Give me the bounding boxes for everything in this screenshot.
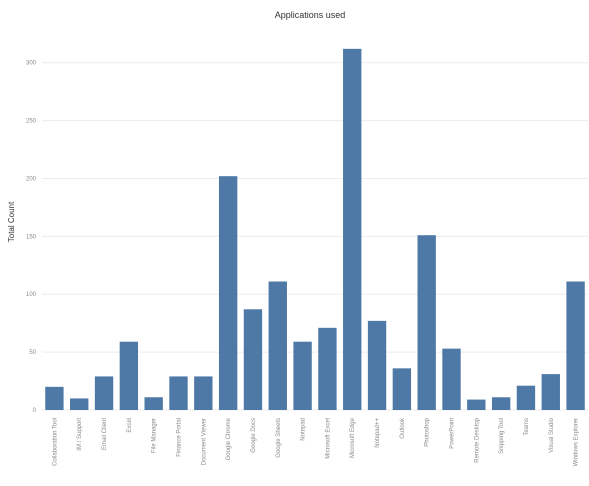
bar — [516, 385, 536, 410]
bar — [293, 341, 312, 410]
bar — [94, 376, 114, 410]
x-tick-label: Snipping Tool — [499, 418, 505, 454]
y-tick-label: 200 — [26, 176, 37, 182]
bar — [243, 309, 263, 410]
bar — [218, 176, 238, 410]
y-axis-label: Total Count — [7, 201, 16, 242]
bars — [45, 48, 585, 410]
x-tick-label: Visual Studio — [549, 417, 555, 453]
x-tick-label: File Manager — [152, 418, 158, 453]
bar — [144, 397, 163, 410]
bar — [392, 368, 412, 410]
bar — [367, 320, 387, 410]
bar — [119, 341, 139, 410]
x-tick-label: Collaboration Tool — [52, 418, 58, 466]
x-tick-label: Photoshop — [425, 417, 431, 446]
x-tick-label: Google Chrome — [226, 417, 232, 460]
bar — [541, 374, 560, 410]
bar — [318, 327, 337, 410]
x-tick-label: Excel — [127, 418, 133, 433]
bar — [343, 48, 362, 410]
y-tick-label: 0 — [33, 408, 37, 414]
x-tick-label: Notepad — [301, 418, 307, 441]
bar — [169, 376, 188, 410]
bar — [70, 398, 89, 410]
x-tick-label: Microsoft Edge — [350, 417, 356, 458]
y-axis-ticks: 0 50 100 150 200 250 300 — [26, 61, 37, 414]
x-tick-label: Email Client — [102, 418, 108, 450]
bar — [491, 397, 511, 410]
y-tick-label: 50 — [29, 350, 36, 356]
y-tick-label: 150 — [26, 234, 37, 240]
bar — [268, 281, 287, 410]
x-tick-label: Finance Portal — [177, 418, 183, 457]
x-tick-label: Google Sheets — [276, 418, 282, 458]
x-tick-label: Google Docs — [251, 418, 257, 453]
chart-title: Applications used — [275, 10, 346, 20]
x-tick-label: IM / Support — [77, 418, 83, 451]
bar — [194, 376, 213, 410]
y-tick-label: 250 — [26, 119, 37, 125]
x-tick-label: Outlook — [400, 417, 406, 439]
y-tick-label: 300 — [26, 61, 37, 67]
y-tick-label: 100 — [26, 292, 37, 298]
bar — [467, 399, 486, 410]
x-tick-label: Windows Explorer — [574, 418, 580, 466]
x-tick-label: PowerPoint — [450, 418, 456, 449]
x-tick-label: Microsoft Excel — [325, 418, 331, 459]
x-tick-label: Remote Desktop — [474, 417, 480, 462]
x-tick-label: Document Viewer — [201, 418, 207, 465]
x-axis-ticks: Collaboration Tool IM / Support Email Clie… — [52, 417, 580, 466]
bar — [417, 235, 436, 410]
x-tick-label: Notepad++ — [375, 418, 381, 448]
bar — [45, 386, 64, 410]
bar — [566, 281, 585, 410]
bar — [442, 348, 461, 410]
x-tick-label: Teams — [524, 418, 530, 436]
